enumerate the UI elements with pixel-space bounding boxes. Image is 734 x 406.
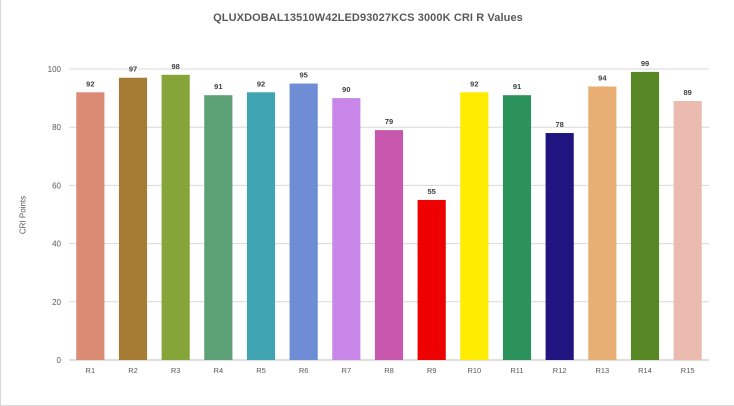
data-label: 78 xyxy=(555,120,563,129)
bar xyxy=(417,199,446,360)
bar xyxy=(246,92,276,360)
x-tick-label: R11 xyxy=(510,366,523,375)
y-tick-label: 0 xyxy=(57,356,62,365)
x-tick-label: R2 xyxy=(128,366,138,375)
x-tick-label: R10 xyxy=(467,366,481,375)
data-label: 89 xyxy=(683,88,691,97)
x-tick-label: R7 xyxy=(342,366,352,375)
bar xyxy=(545,133,574,360)
bar xyxy=(588,86,617,361)
data-label: 90 xyxy=(342,85,350,94)
bar xyxy=(76,92,105,360)
bar xyxy=(332,98,361,360)
data-label: 99 xyxy=(641,59,649,68)
data-label: 92 xyxy=(470,79,478,88)
x-tick-label: R15 xyxy=(681,366,695,375)
bar xyxy=(502,95,532,360)
bar xyxy=(374,130,404,360)
data-label: 94 xyxy=(598,73,607,82)
x-tick-label: R13 xyxy=(595,366,609,375)
x-tick-label: R3 xyxy=(171,366,181,375)
y-tick-label: 80 xyxy=(52,123,61,132)
data-label: 55 xyxy=(427,187,435,196)
x-tick-label: R6 xyxy=(299,366,309,375)
x-tick-label: R1 xyxy=(86,366,96,375)
data-label: 98 xyxy=(171,62,179,71)
x-tick-label: R9 xyxy=(427,366,437,375)
data-label: 92 xyxy=(257,79,265,88)
data-label: 79 xyxy=(385,117,393,126)
chart-title: QLUXDOBAL13510W42LED93027KCS 3000K CRI R… xyxy=(213,12,523,24)
y-tick-label: 40 xyxy=(52,240,61,249)
bar xyxy=(289,83,318,361)
bar xyxy=(204,95,233,360)
bar xyxy=(630,71,660,360)
x-tick-label: R8 xyxy=(384,366,394,375)
data-label: 91 xyxy=(513,82,521,91)
y-tick-label: 100 xyxy=(48,65,62,74)
data-label: 95 xyxy=(299,71,307,80)
bar xyxy=(673,101,702,360)
x-tick-label: R5 xyxy=(256,366,266,375)
y-tick-label: 60 xyxy=(52,181,61,190)
data-label: 92 xyxy=(86,79,94,88)
bar xyxy=(118,77,148,360)
x-tick-label: R12 xyxy=(553,366,567,375)
bar xyxy=(161,74,190,360)
y-tick-label: 20 xyxy=(52,298,61,307)
x-tick-label: R14 xyxy=(638,366,652,375)
data-label: 97 xyxy=(129,65,137,74)
bar xyxy=(460,92,489,360)
x-tick-label: R4 xyxy=(214,366,224,375)
data-label: 91 xyxy=(214,82,222,91)
